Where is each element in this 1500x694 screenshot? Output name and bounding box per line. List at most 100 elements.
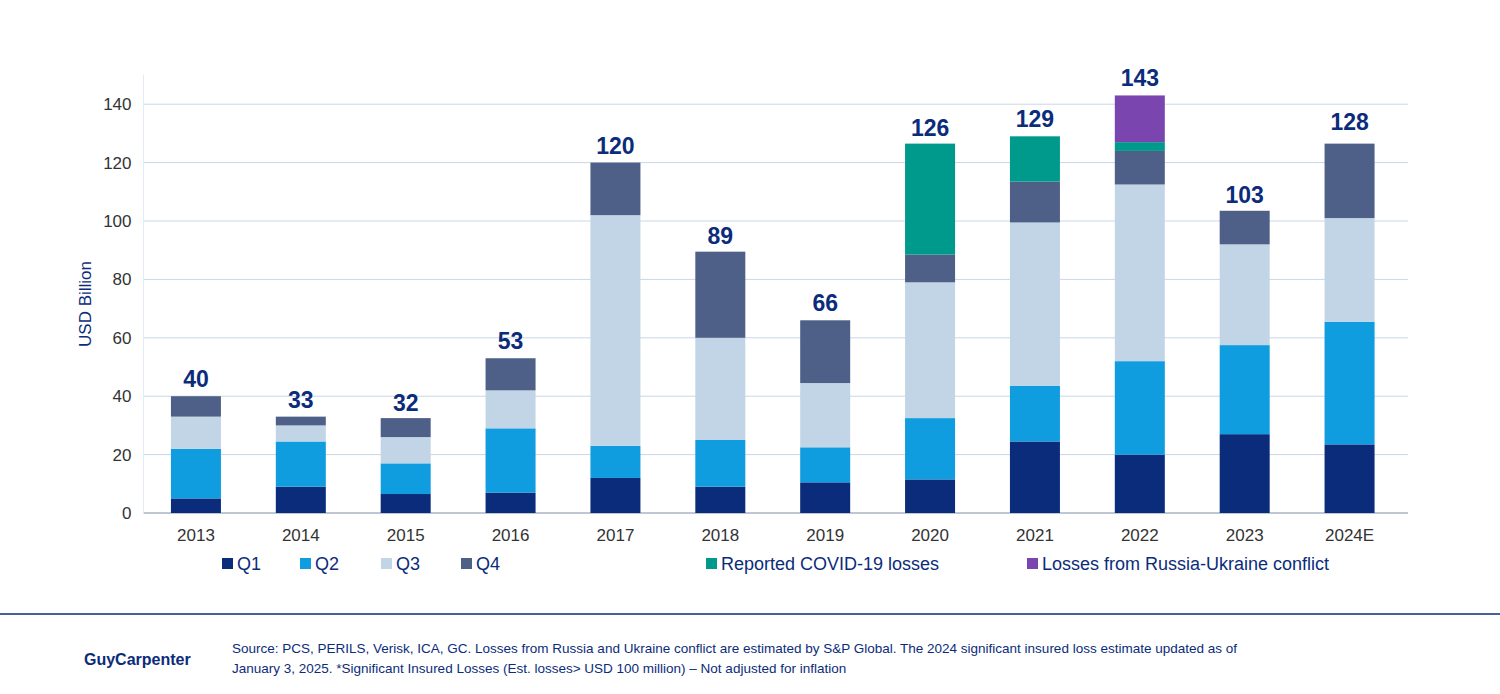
y-tick-label: 20 — [113, 446, 132, 465]
brand-logo: GuyCarpenter — [0, 651, 191, 668]
bar-segment — [905, 255, 955, 283]
bar-segment — [1115, 361, 1165, 454]
total-label: 128 — [1330, 109, 1369, 135]
bar-segment — [1010, 441, 1060, 513]
bar-segment — [486, 428, 536, 492]
bar-segment — [905, 479, 955, 513]
legend-label: Q4 — [476, 554, 500, 574]
bar-segment — [1220, 211, 1270, 245]
bar-segment — [381, 463, 431, 494]
bar-segment — [1010, 136, 1060, 181]
bar-segment — [590, 215, 640, 446]
x-tick-label: 2019 — [806, 526, 844, 545]
legend-label: Q1 — [237, 554, 261, 574]
bar-segment — [381, 418, 431, 437]
x-tick-label: 2015 — [387, 526, 425, 545]
bar-segment — [800, 383, 850, 447]
bar-segment — [1325, 218, 1375, 322]
bar-segment — [695, 487, 745, 513]
y-tick-label: 120 — [103, 154, 131, 173]
bar-segment — [276, 425, 326, 441]
x-tick-label: 2023 — [1226, 526, 1264, 545]
brand-name: GuyCarpenter — [84, 651, 191, 668]
bar-segment — [381, 437, 431, 463]
total-label: 40 — [183, 366, 209, 392]
bar-segment — [695, 440, 745, 487]
y-tick-label: 60 — [113, 329, 132, 348]
bar-segment — [171, 396, 221, 416]
bar-segment — [276, 417, 326, 426]
bar-segment — [800, 482, 850, 513]
bar-segment — [905, 144, 955, 255]
legend-swatch — [706, 558, 717, 569]
total-label: 33 — [288, 387, 314, 413]
bar-segment — [381, 494, 431, 513]
legend: Q1 Q2 Q3 Q4 Reported COVID-19 losses Losses f… — [222, 554, 1329, 574]
y-tick-label: 0 — [122, 504, 131, 523]
legend-label: Losses from Russia-Ukraine conflict — [1042, 554, 1329, 574]
bar-segment — [486, 358, 536, 390]
bar-segment — [1010, 386, 1060, 441]
y-tick-label: 140 — [103, 95, 131, 114]
x-tick-label: 2013 — [177, 526, 215, 545]
legend-label: Reported COVID-19 losses — [721, 554, 939, 574]
source-note: Source: PCS, PERILS, Verisk, ICA, GC. Lo… — [232, 641, 1237, 656]
bar-segment — [695, 252, 745, 338]
x-tick-label: 2024E — [1325, 526, 1374, 545]
bar-segment — [486, 390, 536, 428]
bar-segment — [590, 446, 640, 478]
legend-swatch — [461, 558, 472, 569]
bar-segment — [1010, 182, 1060, 223]
bar-segment — [171, 449, 221, 499]
bar-segment — [1220, 244, 1270, 345]
bars — [171, 95, 1375, 513]
bar-segment — [590, 163, 640, 216]
bar-segment — [276, 487, 326, 513]
bar-segment — [1325, 444, 1375, 513]
total-label: 120 — [596, 133, 634, 159]
y-tick-label: 40 — [113, 387, 132, 406]
bar-segment — [486, 493, 536, 513]
footer-rule — [0, 613, 1500, 615]
legend-swatch — [381, 558, 392, 569]
bar-segment — [1325, 144, 1375, 218]
y-tick-label: 100 — [103, 212, 131, 231]
x-tick-label: 2018 — [701, 526, 739, 545]
bar-segment — [1115, 185, 1165, 362]
bar-segment — [800, 320, 850, 383]
x-tick-label: 2014 — [282, 526, 320, 545]
x-tick-label: 2021 — [1016, 526, 1054, 545]
bar-segment — [905, 418, 955, 479]
total-label: 126 — [911, 115, 949, 141]
bar-segment — [1115, 455, 1165, 513]
bar-segment — [1115, 151, 1165, 185]
grid-line — [144, 104, 1409, 105]
bar-segment — [905, 282, 955, 418]
total-label: 66 — [812, 290, 838, 316]
bar-segment — [276, 441, 326, 486]
grid-line — [144, 396, 1409, 397]
x-tick-label: 2022 — [1121, 526, 1159, 545]
grid-line — [144, 162, 1409, 163]
y-axis-line — [143, 75, 144, 513]
x-tick-label: 2017 — [597, 526, 635, 545]
legend-label: Q3 — [396, 554, 420, 574]
bar-segment — [1115, 95, 1165, 142]
grid: 020406080100120140 — [103, 95, 1408, 523]
source-note: January 3, 2025. *Significant Insured Lo… — [232, 661, 846, 676]
total-label: 143 — [1121, 65, 1159, 91]
grid-line — [144, 221, 1409, 222]
bar-segment — [1115, 142, 1165, 151]
grid-line — [144, 454, 1409, 455]
bar-segment — [171, 417, 221, 449]
x-tick-label: 2020 — [911, 526, 949, 545]
total-label: 89 — [708, 223, 734, 249]
bar-segment — [1325, 322, 1375, 445]
legend-swatch — [300, 558, 311, 569]
x-tick-label: 2016 — [492, 526, 530, 545]
legend-label: Q2 — [315, 554, 339, 574]
legend-swatch — [1027, 558, 1038, 569]
total-label: 103 — [1226, 182, 1264, 208]
bar-segment — [1220, 345, 1270, 434]
bar-segment — [695, 338, 745, 440]
